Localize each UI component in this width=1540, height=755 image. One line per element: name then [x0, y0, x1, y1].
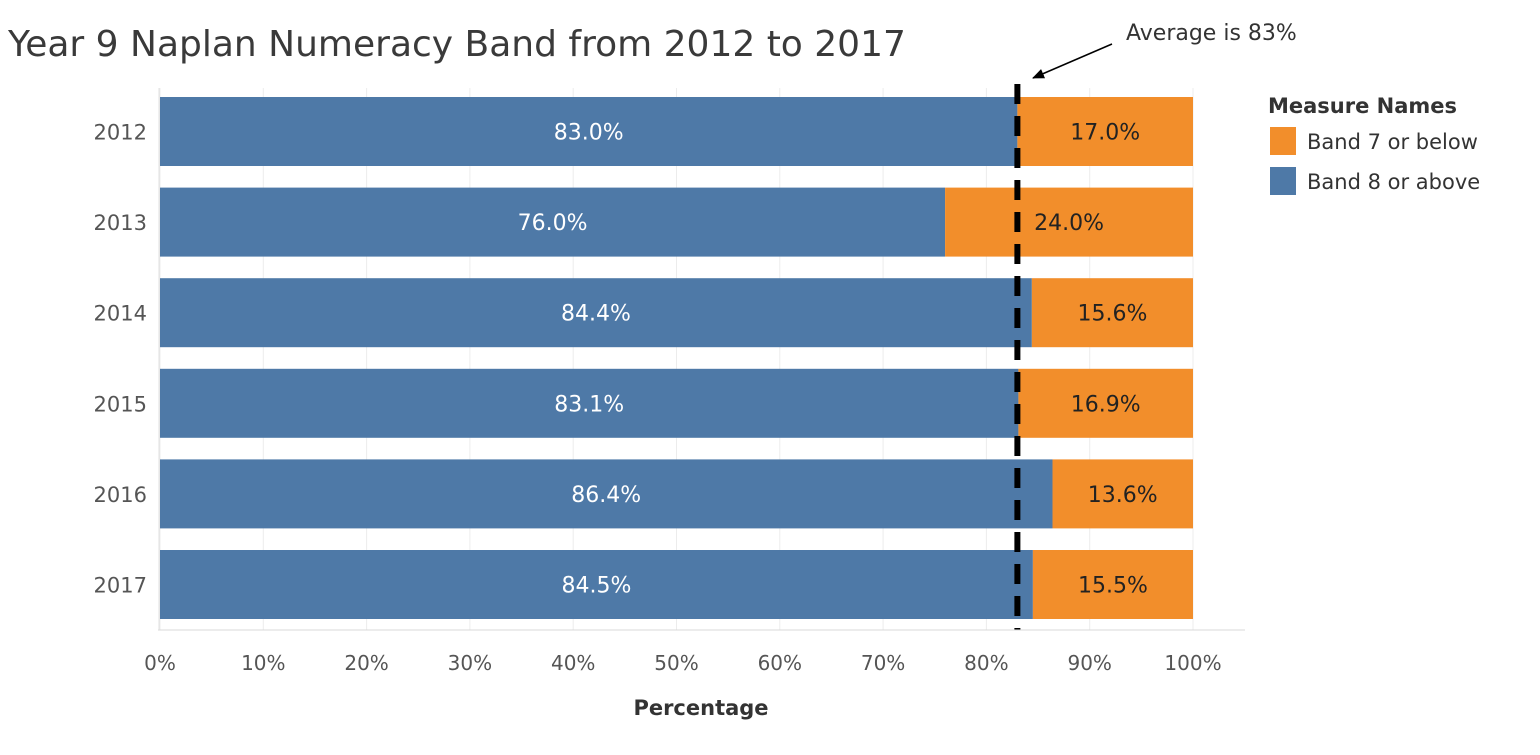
data-label-band-7-or-below: 16.9%: [1071, 392, 1141, 417]
x-tick-label: 60%: [758, 651, 802, 675]
data-label-band-8-or-above: 83.1%: [554, 392, 624, 417]
x-axis-label: Percentage: [633, 696, 768, 720]
data-label-band-7-or-below: 17.0%: [1070, 121, 1140, 146]
x-tick-label: 80%: [964, 651, 1008, 675]
x-tick-label: 70%: [861, 651, 905, 675]
bar-band-8-or-above: [160, 187, 946, 257]
annotation-text: Average is 83%: [1126, 21, 1297, 46]
bar-band-8-or-above: [160, 97, 1018, 166]
y-tick-label: 2016: [94, 483, 147, 507]
legend-title: Measure Names: [1268, 94, 1457, 118]
y-tick-label: 2014: [94, 302, 147, 326]
bar-band-7-or-below: [1052, 459, 1193, 529]
data-label-band-7-or-below: 24.0%: [1034, 211, 1104, 236]
gridlines: [159, 88, 1194, 630]
legend-swatch: [1270, 167, 1296, 195]
x-tick-label: 50%: [654, 651, 698, 675]
y-tick-label: 2017: [94, 574, 147, 598]
bar-band-7-or-below: [1018, 368, 1193, 438]
x-tick-label: 30%: [448, 651, 492, 675]
x-tick-label: 90%: [1067, 651, 1111, 675]
y-tick-label: 2012: [94, 121, 147, 145]
bar-band-8-or-above: [160, 368, 1019, 438]
axes: 0% 10% 20% 30% 40% 50% 60% 70% 80% 90% 100% 2012 201…: [94, 88, 1245, 675]
data-label-band-8-or-above: 86.4%: [571, 483, 641, 508]
data-label-band-7-or-below: 13.6%: [1088, 483, 1158, 508]
data-label-band-7-or-below: 15.6%: [1077, 302, 1147, 327]
legend: Measure Names Band 7 or below Band 8 or a…: [1268, 94, 1480, 195]
y-tick-label: 2015: [94, 392, 147, 416]
data-label-band-8-or-above: 84.4%: [561, 302, 631, 327]
legend-item-label: Band 8 or above: [1307, 170, 1480, 194]
x-tick-label: 40%: [551, 651, 595, 675]
bar-band-8-or-above: [160, 459, 1053, 529]
y-tick-label: 2013: [94, 211, 147, 235]
legend-item-label: Band 7 or below: [1307, 130, 1478, 154]
data-label-band-8-or-above: 76.0%: [518, 211, 588, 236]
data-label-band-7-or-below: 15.5%: [1078, 574, 1148, 599]
bar-band-7-or-below: [1031, 278, 1193, 348]
bar-band-7-or-below: [1017, 97, 1193, 166]
annotation-arrow: [1032, 43, 1113, 79]
data-label-band-8-or-above: 83.0%: [554, 121, 624, 146]
x-tick-label: 10%: [241, 651, 285, 675]
x-tick-label: 0%: [144, 651, 176, 675]
legend-swatch: [1270, 127, 1296, 155]
bar-band-7-or-below: [945, 187, 1193, 257]
chart-title: Year 9 Naplan Numeracy Band from 2012 to…: [7, 24, 906, 65]
x-tick-label: 100%: [1164, 651, 1221, 675]
data-label-band-8-or-above: 84.5%: [561, 574, 631, 599]
bar-band-8-or-above: [160, 550, 1033, 619]
x-tick-label: 20%: [344, 651, 388, 675]
bar-band-8-or-above: [160, 278, 1032, 348]
bars: 83.0% 17.0% 76.0% 24.0% 84.4% 15.6% 83.1% 16.9%…: [160, 97, 1193, 619]
bar-band-7-or-below: [1032, 550, 1193, 619]
